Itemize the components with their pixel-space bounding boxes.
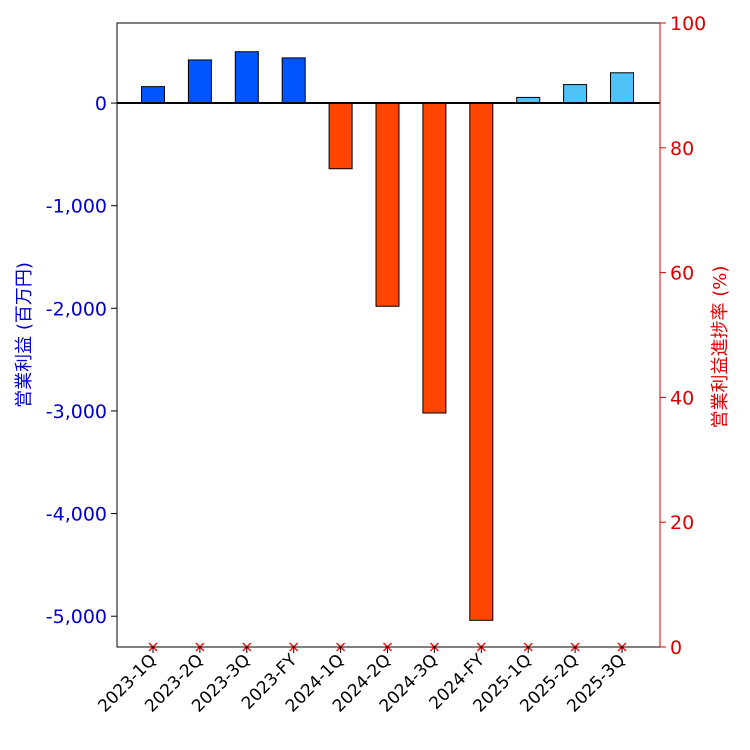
bar-2023-2Q — [187, 59, 212, 104]
left-tick-label: -2,000 — [46, 298, 107, 320]
left-tick-label: -1,000 — [46, 196, 107, 218]
bar-2023-FY — [281, 57, 306, 104]
bar-2023-3Q — [234, 51, 259, 104]
left-tick-label: 0 — [95, 93, 107, 115]
y-axis-title-left: 営業利益 (百万円) — [14, 262, 35, 408]
y-axis-title-right: 営業利益進捗率 (%) — [710, 266, 731, 429]
left-tick-label: -5,000 — [46, 606, 107, 628]
bar-2025-2Q — [563, 84, 588, 104]
bar-2023-1Q — [141, 86, 165, 104]
bar-2025-3Q — [610, 72, 634, 104]
right-tick-label: 100 — [670, 13, 706, 35]
right-tick-label: 80 — [670, 138, 694, 160]
right-tick-label: 40 — [670, 387, 694, 409]
left-axis: 0 -1,000 -2,000 -3,000 -4,000 -5,000 — [46, 23, 118, 647]
x-axis: 2023-1Q2023-2Q2023-3Q2023-FY2024-1Q2024-… — [94, 647, 630, 717]
bar-2024-2Q — [375, 102, 400, 307]
bar-2024-FY — [469, 102, 494, 621]
bars-group — [141, 51, 634, 621]
left-tick-label: -3,000 — [46, 401, 107, 423]
left-tick-label: -4,000 — [46, 504, 107, 526]
bar-2024-3Q — [422, 102, 447, 414]
right-tick-label: 0 — [670, 637, 682, 659]
right-tick-label: 20 — [670, 512, 694, 534]
bar-2024-1Q — [328, 102, 353, 170]
right-tick-label: 60 — [670, 263, 694, 285]
right-axis: 0 20 40 60 80 100 — [659, 13, 706, 659]
